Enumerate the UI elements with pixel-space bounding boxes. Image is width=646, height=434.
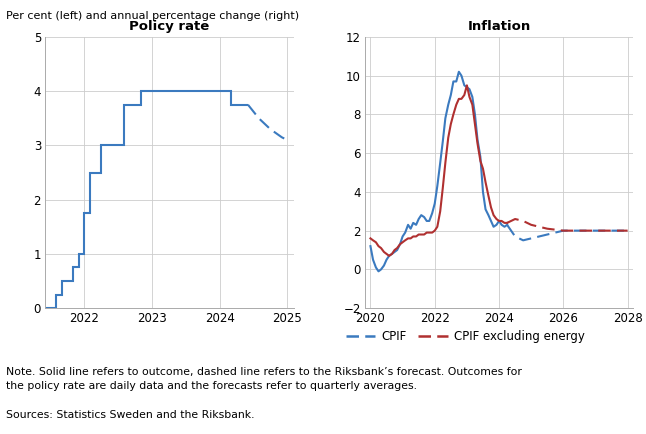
Legend: CPIF, CPIF excluding energy: CPIF, CPIF excluding energy (341, 326, 589, 348)
Text: Per cent (left) and annual percentage change (right): Per cent (left) and annual percentage ch… (6, 11, 300, 21)
Title: Policy rate: Policy rate (129, 20, 210, 33)
Title: Inflation: Inflation (468, 20, 530, 33)
Text: Sources: Statistics Sweden and the Riksbank.: Sources: Statistics Sweden and the Riksb… (6, 410, 255, 420)
Text: Note. Solid line refers to outcome, dashed line refers to the Riksbank’s forecas: Note. Solid line refers to outcome, dash… (6, 367, 523, 391)
